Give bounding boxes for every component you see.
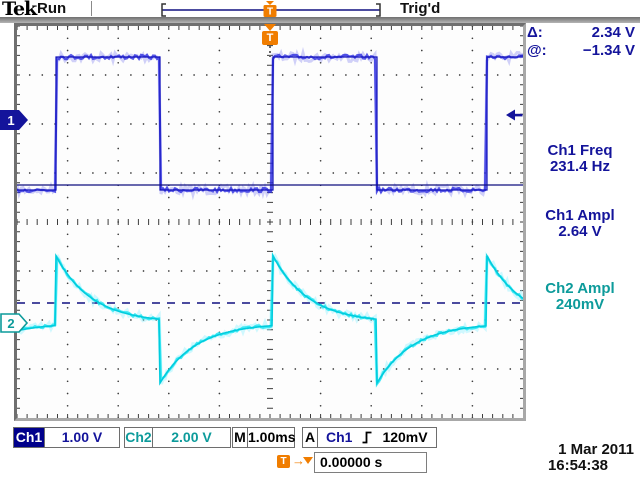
time-text: 16:54:38: [547, 457, 608, 474]
svg-text:T: T: [267, 7, 273, 18]
cursor-at-value: −1.34 V: [582, 42, 635, 59]
trigger-source: Ch1: [326, 429, 353, 445]
svg-text:1: 1: [7, 113, 14, 128]
ch2-scale-readout: Ch2 2.00 V: [124, 427, 231, 448]
cursor-delta-row: Δ: 2.34 V: [527, 24, 635, 42]
timebase-value: 1.00ms: [248, 429, 296, 445]
tek-logo: Tek: [2, 0, 37, 20]
right-arrow-icon: →: [292, 453, 305, 468]
cursor-readout: Δ: 2.34 V @: −1.34 V: [527, 24, 635, 60]
trigger-t-icon: T: [277, 455, 290, 468]
timebase-badge: M: [233, 428, 248, 447]
measurement-ch1-ampl: Ch1 Ampl 2.64 V: [524, 208, 636, 240]
topbar-shadow-divider: [0, 17, 640, 23]
measurement-value: 2.64 V: [558, 223, 602, 240]
date-text: 1 Mar 2011: [558, 441, 634, 458]
trigger-position-t-icon: T: [262, 31, 278, 45]
measurement-value: 231.4 Hz: [549, 158, 611, 175]
ch2-scale-value: 2.00 V: [171, 429, 212, 445]
acquisition-status: Run: [37, 0, 67, 17]
measurement-ch2-ampl: Ch2 Ampl 240mV: [524, 281, 636, 313]
cursor-delta-value: 2.34 V: [591, 24, 635, 41]
down-triangle-icon: [303, 457, 313, 469]
waveform-display: [15, 25, 525, 419]
trigger-status: Trig'd: [400, 0, 441, 17]
acquisition-preview-bar: T: [161, 1, 381, 18]
ch2-ground-marker-icon: 2: [0, 313, 29, 333]
cursor-at-label: @:: [527, 42, 547, 59]
measurement-ch1-freq: Ch1 Freq 231.4 Hz: [524, 143, 636, 175]
trigger-readout: A Ch1 120mV: [302, 427, 437, 448]
measurement-label: Ch2 Ampl: [545, 280, 615, 297]
rising-edge-icon: [362, 431, 372, 444]
ch1-scale-readout: Ch1 1.00 V: [13, 427, 120, 448]
measurement-label: Ch1 Ampl: [545, 207, 615, 224]
graticule-frame: [14, 23, 526, 421]
trigger-settings: Ch1 120mV: [318, 428, 436, 447]
cursor-delta-label: Δ:: [527, 24, 543, 41]
trigger-mode-badge: A: [303, 428, 318, 447]
measurement-value: 240mV: [555, 296, 605, 313]
topbar-divider: [91, 1, 92, 16]
ch1-ground-marker-icon: 1: [0, 110, 28, 130]
trigger-position-stem: [269, 46, 271, 57]
datetime-readout: 1 Mar 2011 16:54:38: [516, 442, 636, 474]
trigger-position-triangle-icon: [264, 24, 276, 37]
ch1-scale-value: 1.00 V: [61, 429, 103, 445]
trigger-time-readout: 0.00000 s: [314, 452, 427, 473]
trigger-level-value: 120mV: [382, 429, 428, 445]
svg-text:2: 2: [7, 316, 14, 331]
ch1-badge: Ch1: [14, 428, 45, 447]
trigger-level-arrow-icon: [506, 109, 523, 121]
timebase-readout: M 1.00ms: [232, 427, 295, 448]
measurement-label: Ch1 Freq: [547, 142, 613, 159]
ch2-badge: Ch2: [125, 428, 153, 447]
cursor-at-row: @: −1.34 V: [527, 42, 635, 60]
